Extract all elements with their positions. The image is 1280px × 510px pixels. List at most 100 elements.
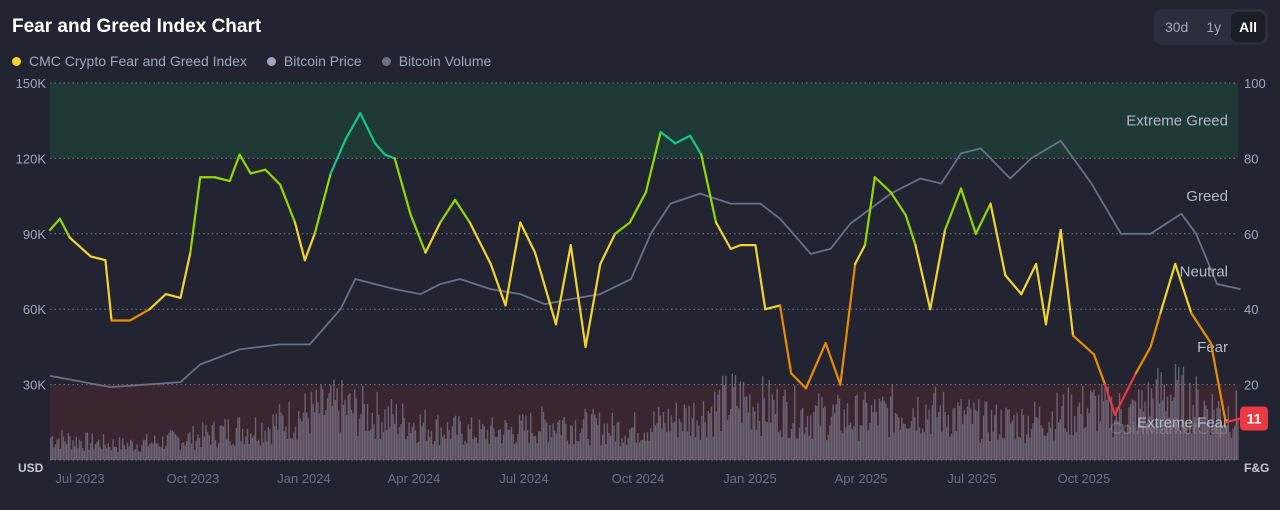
volume-bar [1043, 435, 1045, 460]
volume-bar [112, 439, 114, 460]
volume-bar [386, 430, 388, 460]
volume-bar [534, 436, 537, 460]
fear-greed-segment [373, 142, 386, 156]
volume-bar [477, 443, 479, 460]
volume-bar [275, 413, 277, 460]
volume-bar [350, 409, 353, 460]
legend-label: Bitcoin Price [283, 53, 362, 69]
range-all-button[interactable]: All [1231, 12, 1265, 42]
volume-bar [88, 449, 90, 460]
volume-bar [82, 448, 84, 460]
volume-bar [398, 426, 401, 460]
fear-greed-segment [439, 198, 457, 224]
volume-bar [278, 404, 281, 460]
volume-bar [1203, 400, 1205, 460]
volume-bar [118, 437, 121, 460]
volume-bar [210, 444, 212, 460]
legend-fear-greed[interactable]: CMC Crypto Fear and Greed Index [12, 53, 247, 69]
volume-bar [912, 408, 914, 460]
volume-bar [634, 412, 636, 460]
volume-bar [523, 430, 525, 460]
volume-bar [557, 421, 559, 460]
volume-bar [685, 408, 687, 460]
volume-bar [302, 412, 305, 460]
volume-bar [736, 405, 738, 460]
volume-bar [642, 439, 644, 460]
volume-bar [422, 422, 425, 460]
volume-bar [406, 436, 409, 460]
volume-bar [1029, 437, 1031, 460]
volume-bar [1072, 435, 1074, 460]
volume-bar [923, 432, 925, 460]
volume-bar [894, 412, 897, 460]
volume-bar [1094, 395, 1097, 460]
volume-bar [694, 437, 697, 460]
volume-bar [461, 433, 463, 460]
volume-bar [299, 418, 301, 460]
legend-bitcoin-price[interactable]: Bitcoin Price [266, 53, 362, 69]
range-1y-button[interactable]: 1y [1206, 19, 1222, 35]
volume-bar [90, 443, 92, 460]
volume-bar [994, 415, 996, 460]
volume-bar [310, 391, 313, 460]
volume-bar [525, 415, 527, 460]
volume-bar [1026, 434, 1028, 460]
volume-bar [603, 423, 605, 460]
volume-bar [746, 396, 748, 460]
fear-greed-segment [489, 262, 507, 307]
volume-bar [101, 449, 103, 460]
volume-bar [376, 392, 378, 460]
volume-bar [214, 440, 217, 460]
volume-bar [1064, 428, 1066, 460]
volume-bar [986, 401, 988, 460]
volume-bar [346, 415, 348, 460]
volume-bar [93, 448, 95, 460]
volume-bar [869, 423, 871, 460]
volume-bar [891, 385, 893, 460]
fear-greed-segment [644, 130, 662, 194]
volume-bar [811, 438, 813, 460]
volume-bar [1062, 394, 1065, 460]
volume-bar [962, 424, 964, 460]
volume-bar [294, 426, 297, 460]
volume-bar [1050, 427, 1052, 460]
volume-bar [253, 435, 255, 460]
volume-bar [338, 410, 340, 460]
volume-bar [563, 416, 565, 460]
volume-bar [1229, 431, 1231, 460]
volume-bar [1234, 425, 1236, 460]
volume-bar [602, 434, 604, 460]
x-axis-tick: Oct 2025 [1058, 471, 1111, 486]
volume-bar [330, 385, 332, 460]
volume-bar [1085, 427, 1087, 460]
volume-bar [130, 439, 132, 460]
volume-bar [896, 414, 898, 460]
volume-bar [1230, 438, 1233, 460]
volume-bar [862, 399, 865, 460]
volume-bar [789, 437, 791, 460]
volume-bar [213, 421, 215, 460]
volume-bar [173, 431, 175, 460]
volume-bar [835, 404, 837, 460]
volume-bar [674, 421, 676, 460]
volume-bar [336, 388, 338, 460]
volume-bar [899, 429, 901, 460]
fear-greed-segment [533, 251, 558, 326]
volume-bar [578, 441, 580, 460]
volume-bar [816, 405, 818, 460]
range-30d-button[interactable]: 30d [1164, 19, 1189, 35]
volume-bar [547, 441, 549, 460]
volume-bar [445, 438, 447, 460]
volume-bar [450, 439, 452, 460]
volume-bar [429, 436, 431, 460]
volume-bar [526, 430, 529, 460]
volume-bar [1184, 421, 1186, 460]
volume-bar [989, 441, 991, 460]
volume-bar [979, 442, 981, 460]
fear-greed-segment [264, 168, 282, 186]
legend-bitcoin-volume[interactable]: Bitcoin Volume [381, 53, 491, 69]
volume-bar [517, 434, 519, 460]
volume-bar [1211, 393, 1213, 460]
volume-bar [861, 425, 863, 460]
volume-bar [354, 389, 356, 460]
